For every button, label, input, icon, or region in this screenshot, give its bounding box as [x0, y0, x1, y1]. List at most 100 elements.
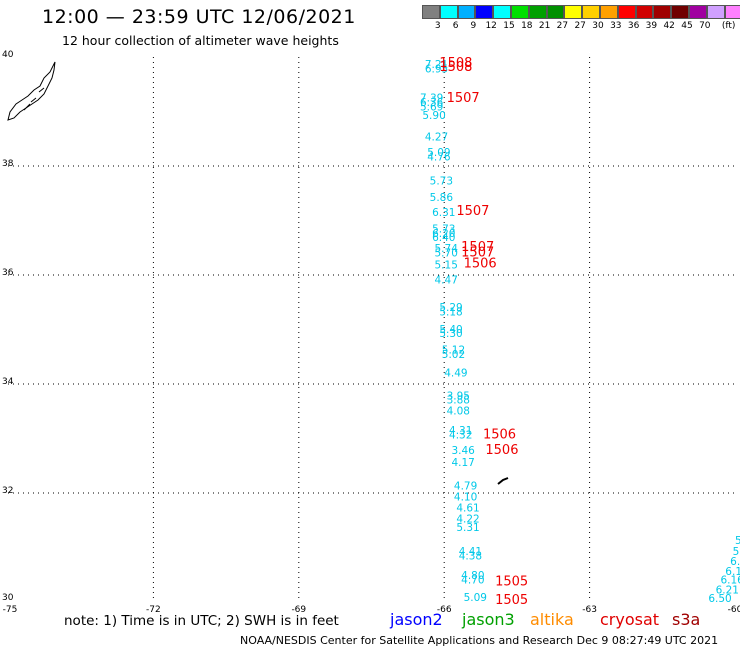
swh-value: 5.30: [439, 328, 462, 340]
pressure-label: 1508: [439, 56, 472, 71]
swh-value: 3.88: [447, 395, 470, 407]
swh-value: 4.27: [425, 131, 448, 143]
swh-value: 4.70: [461, 574, 484, 586]
swh-value: 5.40: [439, 324, 462, 336]
map-title: 12:00 — 23:59 UTC 12/06/2021: [42, 6, 356, 28]
scale-swatch: [546, 5, 565, 19]
swh-value: 4.31: [449, 425, 472, 437]
scale-label: 42: [663, 21, 675, 31]
pressure-label: 1507: [456, 204, 489, 219]
swh-value: 5.73: [432, 223, 455, 235]
scale-label: 27: [556, 21, 569, 31]
scale-label: 30: [592, 21, 604, 31]
swh-value: 6.95: [425, 63, 448, 75]
scale-label: 12: [485, 21, 497, 31]
scale-swatch: [564, 5, 583, 19]
scale-label: 9: [470, 21, 477, 31]
swh-value: 5.7: [733, 546, 740, 558]
scale-label: 70: [699, 21, 711, 31]
scale-label: 36: [627, 21, 640, 31]
swh-value: 5.69: [420, 101, 443, 113]
swh-value: 4.38: [459, 550, 482, 562]
swh-value: 6.34: [730, 556, 740, 568]
swh-value: 6.50: [708, 593, 731, 605]
lat-tick-label: 30: [2, 593, 14, 603]
lat-tick-label: 32: [2, 486, 13, 496]
swh-value: 5.15: [435, 259, 458, 271]
lat-tick-label: 34: [2, 377, 14, 387]
swh-value: 4.17: [451, 457, 474, 469]
scale-swatch: [475, 5, 494, 19]
legend-altika: altika: [530, 610, 574, 629]
map-subtitle: 12 hour collection of altimeter wave hei…: [62, 33, 339, 48]
swh-value: 4.47: [435, 275, 458, 287]
credit-line: NOAA/NESDIS Center for Satellite Applica…: [240, 634, 719, 647]
lon-tick-label: -66: [437, 605, 452, 615]
scale-label: 39: [645, 21, 658, 31]
swh-value: 5.74: [435, 243, 459, 255]
scale-label: 21: [538, 21, 551, 31]
swh-value: 7.39: [420, 93, 443, 105]
scale-swatch: [706, 5, 725, 19]
scale-label: 3: [434, 21, 441, 31]
scale-label: 15: [503, 21, 515, 31]
swh-value: 4.80: [461, 570, 484, 582]
scale-label: 6: [452, 21, 459, 31]
swh-value: 6.31: [432, 207, 455, 219]
swh-value: 6.40: [432, 232, 455, 244]
swh-value: 3.46: [451, 445, 475, 457]
scale-swatch: [582, 5, 600, 19]
pressure-label: 1506: [464, 256, 497, 271]
pressure-label: 1505: [495, 593, 528, 608]
swh-value: 6.16: [720, 574, 740, 586]
swh-value: 4.49: [444, 367, 467, 379]
swh-value: 4.79: [454, 481, 477, 493]
scale-swatch: [671, 5, 689, 19]
swh-value: 5.90: [422, 110, 445, 122]
scale-swatch: [635, 5, 654, 19]
swh-value: 4.10: [454, 492, 477, 504]
scale-swatch: [599, 5, 618, 19]
swh-value: 3.95: [447, 390, 470, 402]
scale-swatch: [688, 5, 707, 19]
scale-swatch: [724, 5, 740, 19]
pressure-label: 1507: [447, 91, 480, 106]
pressure-label: 1506: [485, 443, 518, 458]
scale-swatch: [653, 5, 672, 19]
swh-value: 4.32: [449, 430, 472, 442]
scale-swatch: [617, 5, 636, 19]
scale-label: 18: [521, 21, 533, 31]
scale-label: 45: [681, 21, 693, 31]
coastline-detail: [23, 87, 45, 111]
swh-value: 4.41: [459, 546, 482, 558]
swh-value: 4.22: [456, 513, 479, 525]
swh-value: 6.12: [725, 566, 740, 578]
color-scale: [422, 5, 740, 19]
lon-tick-label: -60: [728, 605, 740, 615]
swh-value: 4.61: [456, 503, 479, 515]
swh-value: 7.21: [425, 59, 448, 71]
coastline-path: [7, 61, 56, 121]
scale-swatch: [493, 5, 511, 19]
scale-swatch: [422, 5, 440, 19]
swh-value: 5.70: [435, 247, 458, 259]
lon-tick-label: -69: [291, 605, 306, 615]
pressure-label: 1505: [495, 575, 528, 590]
scale-label: 33: [610, 21, 622, 31]
swh-value: 6.21: [716, 584, 739, 596]
lon-tick-label: -75: [3, 605, 18, 615]
swh-value: 5.02: [442, 349, 465, 361]
swh-value: 4.08: [447, 406, 470, 418]
pressure-label: 1507: [461, 245, 494, 260]
swh-value: 5.09: [464, 592, 487, 604]
lat-tick-label: 40: [2, 50, 14, 60]
swh-value: 5.: [735, 535, 740, 547]
swh-value: 5.18: [439, 306, 462, 318]
legend-jason3: jason3: [462, 610, 515, 629]
swh-value: 5.86: [430, 192, 454, 204]
legend-cryosat: cryosat: [600, 610, 660, 629]
lon-tick-label: -63: [582, 605, 597, 615]
swh-value: 5.29: [439, 302, 462, 314]
swh-value: 5.09: [427, 147, 450, 159]
